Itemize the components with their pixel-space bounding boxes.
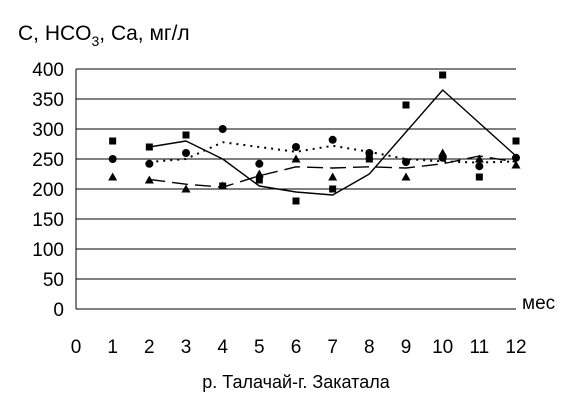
axes: [75, 69, 516, 310]
trend-line-dashed: [149, 155, 517, 188]
data-points: [108, 71, 521, 205]
x-axis-unit-label: мес: [522, 293, 555, 314]
data-point-triangle: [254, 169, 264, 178]
data-point-circle: [292, 143, 300, 151]
y-tick-label: 250: [32, 150, 64, 171]
x-tick-label: 3: [181, 337, 192, 358]
data-point-square: [439, 71, 447, 79]
data-point-square: [255, 176, 263, 184]
x-tick-label: 10: [432, 337, 453, 358]
y-tick-label: 200: [32, 180, 64, 201]
data-point-triangle: [328, 172, 338, 181]
trend-line-solid: [149, 89, 517, 196]
data-point-circle: [512, 153, 520, 162]
x-tick-label: 6: [291, 337, 302, 358]
data-point-square: [182, 131, 190, 139]
y-tick-label: 50: [43, 270, 64, 291]
x-tick-label: 9: [401, 337, 412, 358]
y-tick-labels: 0 50 100 150 200 250 300 350 400: [32, 60, 64, 321]
y-axis-title-subscript: 3: [92, 33, 100, 49]
data-point-circle: [402, 158, 410, 166]
data-point-triangle: [144, 175, 154, 184]
x-tick-label: 2: [144, 337, 155, 358]
data-point-circle: [255, 159, 264, 168]
x-tick-label: 12: [505, 337, 526, 358]
data-point-triangle: [438, 148, 448, 157]
data-point-square: [109, 137, 117, 145]
y-tick-label: 300: [32, 120, 64, 141]
x-tick-labels: 0 1 2 3 4 5 6 7 8 9 10 11 12: [71, 337, 527, 358]
data-point-square: [512, 137, 520, 145]
y-axis-title-main: C, HCO: [18, 22, 92, 45]
data-point-triangle: [364, 151, 374, 160]
y-tick-label: 350: [32, 90, 64, 111]
data-point-circle: [182, 149, 190, 157]
data-point-triangle: [291, 154, 301, 163]
data-point-square: [402, 101, 410, 109]
trend-line-dotted: [149, 141, 517, 164]
data-point-circle: [218, 125, 227, 133]
x-tick-label: 7: [327, 337, 338, 358]
data-point-triangle: [474, 154, 484, 163]
y-tick-label: 0: [53, 300, 64, 321]
data-point-square: [292, 197, 300, 205]
x-tick-label: 8: [364, 337, 375, 358]
y-axis-title: C, HCO3, Ca, мг/л: [18, 22, 190, 49]
data-point-circle: [475, 162, 484, 171]
trend-lines: [149, 89, 517, 196]
data-point-circle: [145, 159, 154, 168]
gridlines: [76, 68, 516, 280]
y-tick-label: 150: [32, 210, 64, 231]
data-point-triangle: [511, 160, 521, 169]
x-axis-label: р. Талачай-г. Закатала: [202, 372, 390, 392]
y-axis-title-rest: , Ca, мг/л: [99, 22, 189, 45]
x-tick-label: 5: [254, 337, 265, 358]
y-tick-label: 100: [32, 240, 64, 261]
x-tick-label: 11: [469, 337, 489, 358]
data-point-square: [475, 173, 483, 181]
data-point-triangle: [181, 184, 191, 193]
data-point-square: [145, 143, 153, 151]
data-point-triangle: [401, 172, 411, 181]
data-point-circle: [108, 155, 117, 163]
data-point-square: [329, 185, 337, 193]
x-tick-label: 0: [71, 337, 82, 358]
y-tick-label: 400: [32, 60, 64, 81]
data-point-triangle: [108, 172, 118, 181]
data-point-triangle: [218, 181, 228, 190]
data-point-circle: [328, 135, 337, 144]
x-tick-label: 4: [217, 337, 228, 358]
x-tick-label: 1: [107, 337, 118, 358]
